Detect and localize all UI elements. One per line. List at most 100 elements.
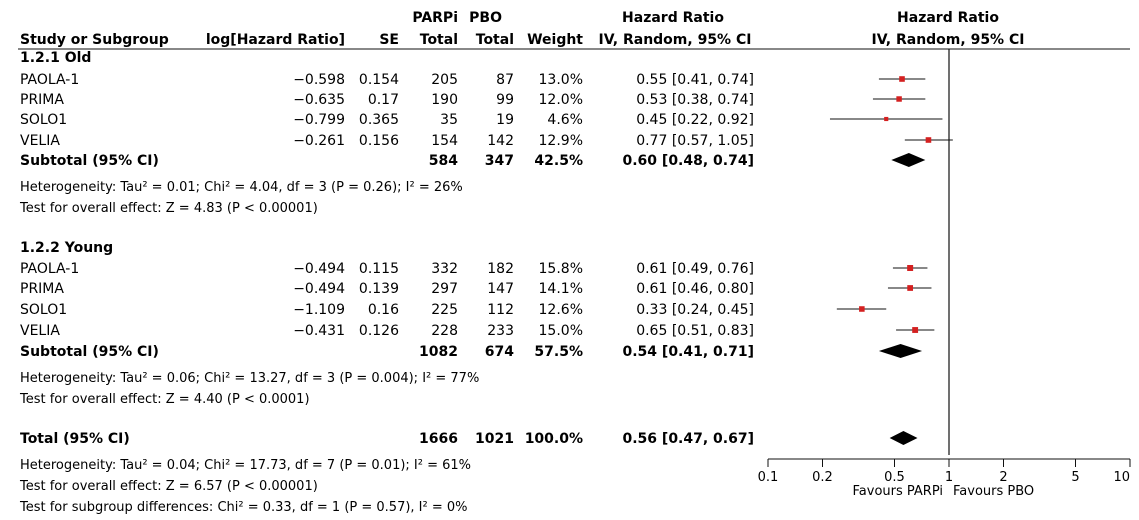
study-loghr: −0.598 bbox=[293, 72, 345, 88]
study-loghr: −0.431 bbox=[293, 323, 345, 339]
header-pbo-top: PBO bbox=[469, 10, 502, 26]
favours-right-label: Favours PBO bbox=[953, 484, 1034, 499]
study-se: 0.154 bbox=[359, 72, 399, 88]
study-point-marker bbox=[912, 327, 919, 333]
study-point-marker bbox=[907, 285, 914, 291]
study-point-marker bbox=[899, 76, 905, 82]
study-point-marker bbox=[907, 265, 914, 271]
study-loghr: −0.635 bbox=[293, 92, 345, 108]
header-plot-bottom: IV, Random, 95% CI bbox=[872, 32, 1025, 48]
total-overall-effect: Test for overall effect: Z = 6.57 (P < 0… bbox=[19, 479, 318, 494]
plot-area: 0.1 0.2 0.5 1 2 5 10 bbox=[758, 49, 1131, 485]
header-plot-top: Hazard Ratio bbox=[897, 10, 999, 26]
header-weight: Weight bbox=[527, 32, 583, 48]
study-hr-ci: 0.61 [0.46, 0.80] bbox=[636, 281, 754, 297]
study-loghr: −0.261 bbox=[293, 133, 345, 149]
study-name: PAOLA-1 bbox=[20, 261, 79, 277]
study-se: 0.16 bbox=[368, 302, 399, 318]
subgroup-heading: 1.2.1 Old bbox=[20, 50, 91, 66]
study-pbo-total: 182 bbox=[487, 261, 514, 277]
study-loghr: −0.799 bbox=[293, 112, 345, 128]
study-se: 0.365 bbox=[359, 112, 399, 128]
study-pbo-total: 99 bbox=[496, 92, 514, 108]
total-parpi: 1666 bbox=[419, 431, 458, 447]
study-weight: 13.0% bbox=[539, 72, 583, 88]
study-loghr: −0.494 bbox=[293, 281, 345, 297]
study-weight: 12.9% bbox=[539, 133, 583, 149]
study-parpi-total: 228 bbox=[431, 323, 458, 339]
study-pbo-total: 112 bbox=[487, 302, 514, 318]
subtotal-diamond bbox=[878, 344, 923, 358]
study-point-marker bbox=[859, 306, 865, 312]
study-point-marker bbox=[884, 116, 889, 122]
subtotal-hr-ci: 0.60 [0.48, 0.74] bbox=[623, 153, 755, 169]
total-weight: 100.0% bbox=[525, 431, 583, 447]
study-hr-ci: 0.55 [0.41, 0.74] bbox=[636, 72, 754, 88]
study-pbo-total: 147 bbox=[487, 281, 514, 297]
study-weight: 15.0% bbox=[539, 323, 583, 339]
total-heterogeneity: Heterogeneity: Tau² = 0.04; Chi² = 17.73… bbox=[20, 458, 471, 473]
total-pbo: 1021 bbox=[475, 431, 514, 447]
header-parpi-bottom: Total bbox=[420, 32, 458, 48]
study-pbo-total: 87 bbox=[496, 72, 514, 88]
study-parpi-total: 225 bbox=[431, 302, 458, 318]
study-point-marker bbox=[925, 137, 932, 143]
total-label: Total (95% CI) bbox=[20, 431, 130, 447]
table-header: Study or Subgroup log[Hazard Ratio] SE P… bbox=[18, 10, 1130, 50]
subtotal-label: Subtotal (95% CI) bbox=[20, 344, 159, 360]
study-parpi-total: 332 bbox=[431, 261, 458, 277]
subtotal-diamond bbox=[891, 153, 926, 167]
study-name: PRIMA bbox=[20, 281, 64, 297]
total-diamond bbox=[889, 431, 918, 445]
study-hr-ci: 0.53 [0.38, 0.74] bbox=[636, 92, 754, 108]
favours-left-label: Favours PARPi bbox=[853, 484, 944, 499]
subgroup-overall-effect: Test for overall effect: Z = 4.83 (P < 0… bbox=[19, 201, 318, 216]
study-name: PRIMA bbox=[20, 92, 64, 108]
study-name: VELIA bbox=[20, 323, 60, 339]
study-se: 0.115 bbox=[359, 261, 399, 277]
study-se: 0.17 bbox=[368, 92, 399, 108]
x-axis-tick-label: 0.2 bbox=[812, 470, 833, 485]
study-weight: 12.6% bbox=[539, 302, 583, 318]
subtotal-parpi: 1082 bbox=[419, 344, 458, 360]
study-hr-ci: 0.77 [0.57, 1.05] bbox=[636, 133, 754, 149]
header-hr-top: Hazard Ratio bbox=[622, 10, 724, 26]
header-loghr: log[Hazard Ratio] bbox=[206, 32, 345, 48]
study-loghr: −1.109 bbox=[293, 302, 345, 318]
study-name: SOLO1 bbox=[20, 302, 67, 318]
header-parpi-top: PARPi bbox=[412, 10, 458, 26]
header-se: SE bbox=[379, 32, 399, 48]
study-pbo-total: 142 bbox=[487, 133, 514, 149]
header-hr-bottom: IV, Random, 95% CI bbox=[599, 32, 752, 48]
study-hr-ci: 0.33 [0.24, 0.45] bbox=[636, 302, 754, 318]
subgroup-heterogeneity: Heterogeneity: Tau² = 0.01; Chi² = 4.04,… bbox=[20, 180, 463, 195]
study-parpi-total: 154 bbox=[431, 133, 458, 149]
x-axis-tick-label: 1 bbox=[945, 470, 953, 485]
study-parpi-total: 35 bbox=[440, 112, 458, 128]
study-se: 0.156 bbox=[359, 133, 399, 149]
subtotal-parpi: 584 bbox=[429, 153, 458, 169]
header-pbo-bottom: Total bbox=[476, 32, 514, 48]
study-se: 0.126 bbox=[359, 323, 399, 339]
study-pbo-total: 19 bbox=[496, 112, 514, 128]
subtotal-hr-ci: 0.54 [0.41, 0.71] bbox=[623, 344, 755, 360]
subtotal-weight: 42.5% bbox=[534, 153, 583, 169]
study-loghr: −0.494 bbox=[293, 261, 345, 277]
study-se: 0.139 bbox=[359, 281, 399, 297]
study-parpi-total: 190 bbox=[431, 92, 458, 108]
subgroup-differences: Test for subgroup differences: Chi² = 0.… bbox=[19, 500, 468, 515]
study-parpi-total: 297 bbox=[431, 281, 458, 297]
study-parpi-total: 205 bbox=[431, 72, 458, 88]
x-axis-tick-label: 2 bbox=[999, 470, 1007, 485]
subgroup-overall-effect: Test for overall effect: Z = 4.40 (P < 0… bbox=[19, 392, 310, 407]
study-weight: 4.6% bbox=[547, 112, 583, 128]
x-axis-tick-label: 10 bbox=[1113, 470, 1130, 485]
subtotal-weight: 57.5% bbox=[534, 344, 583, 360]
study-name: SOLO1 bbox=[20, 112, 67, 128]
study-weight: 14.1% bbox=[539, 281, 583, 297]
x-axis-tick-label: 5 bbox=[1071, 470, 1079, 485]
study-hr-ci: 0.65 [0.51, 0.83] bbox=[636, 323, 754, 339]
study-name: PAOLA-1 bbox=[20, 72, 79, 88]
x-axis-tick-label: 0.1 bbox=[758, 470, 779, 485]
